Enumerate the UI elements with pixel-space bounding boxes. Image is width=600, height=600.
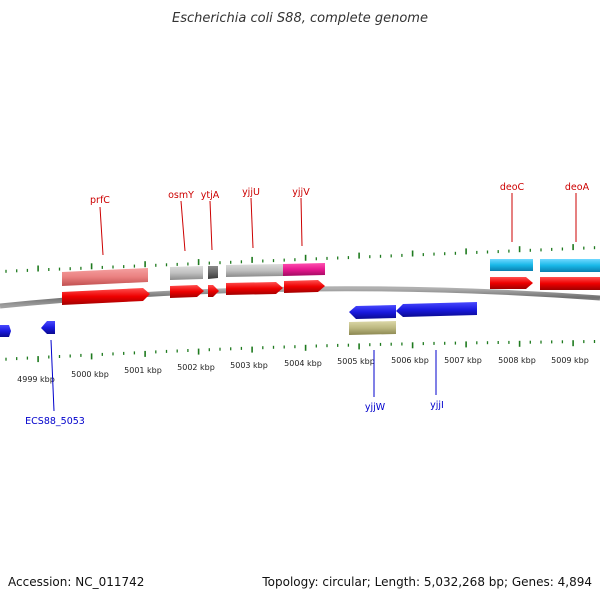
map-title: Escherichia coli S88, complete genome [172, 11, 428, 26]
leader-line [180, 200, 186, 252]
feature-deoC-rna [490, 259, 533, 271]
cds-deoC [490, 277, 533, 289]
cds-ytjA [208, 285, 219, 297]
feature-deoA-rna [540, 259, 600, 272]
cds-forward-track [62, 277, 600, 305]
gene-label-deoC: deoC [500, 182, 525, 193]
axis-label: 5005 kbp [337, 357, 375, 366]
feature-track-top [62, 259, 600, 286]
upper-tick-row [5, 244, 596, 273]
genome-stats-text: Topology: circular; Length: 5,032,268 bp… [261, 575, 592, 589]
gene-label-yjjI: yjjI [430, 400, 444, 411]
axis-label: 5001 kbp [124, 366, 162, 375]
feature-ytjA-rna [208, 266, 218, 279]
gene-label-ytjA: ytjA [201, 190, 220, 201]
cds-yjjV [284, 280, 325, 293]
gene-labels-bottom: ECS88_5053 yjjW yjjI [25, 339, 444, 427]
gene-label-prfC: prfC [90, 195, 110, 206]
axis-label: 5006 kbp [391, 356, 429, 365]
cds-ECS88_5053 [41, 321, 55, 334]
feature-yjjV-rna [283, 263, 325, 276]
cds-yjjU [226, 282, 283, 295]
gene-label-deoA: deoA [565, 182, 590, 193]
axis-labels: 4999 kbp 5000 kbp 5001 kbp 5002 kbp 5003… [17, 356, 589, 384]
feature-osmY-rna [170, 266, 203, 280]
gene-label-osmY: osmY [168, 190, 194, 201]
cds-yjjW [349, 305, 396, 319]
cds-deoA [540, 277, 600, 290]
leader-line [99, 206, 104, 256]
gene-labels-top: prfC osmY ytjA yjjU yjjV deoC deoA [90, 182, 590, 256]
feature-yjjU-rna [226, 264, 283, 277]
axis-label: 4999 kbp [17, 375, 55, 384]
cds-yjjI [396, 302, 477, 317]
gene-label-yjjU: yjjU [242, 187, 260, 198]
cds-osmY [170, 285, 204, 298]
cds-prfC [62, 288, 150, 305]
leader-line [209, 200, 213, 251]
axis-label: 5002 kbp [177, 363, 215, 372]
axis-label: 5003 kbp [230, 361, 268, 370]
axis-label: 5008 kbp [498, 356, 536, 365]
axis-label: 5009 kbp [551, 356, 589, 365]
lower-tick-row [5, 340, 596, 363]
cds-reverse-track [0, 302, 477, 337]
gene-label-yjjV: yjjV [292, 187, 310, 198]
leader-line [250, 197, 254, 249]
gene-label-ECS88_5053: ECS88_5053 [25, 416, 85, 427]
accession-text: Accession: NC_011742 [8, 575, 144, 589]
gene-label-yjjW: yjjW [365, 402, 386, 413]
axis-label: 5000 kbp [71, 370, 109, 379]
leader-line [300, 197, 303, 247]
axis-label: 5004 kbp [284, 359, 322, 368]
cds-left-edge [0, 325, 11, 337]
feature-prfC-rna [62, 268, 148, 286]
feature-yjjW-misc [349, 321, 396, 335]
leader-line [50, 339, 55, 412]
axis-label: 5007 kbp [444, 356, 482, 365]
